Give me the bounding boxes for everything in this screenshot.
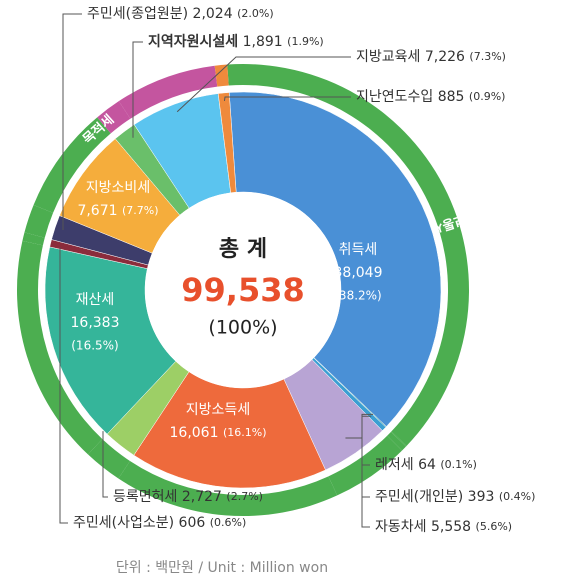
- slice-name: 지방소득세: [186, 402, 250, 418]
- segment-percent: (0.4%): [499, 490, 536, 503]
- outer-arc: [118, 461, 338, 516]
- segment-label: 지방교육세 7,226 (7.3%): [356, 49, 506, 65]
- segment-name: 레저세: [375, 457, 414, 473]
- segment-label: 주민세(종업원분) 2,024 (2.0%): [87, 6, 274, 22]
- segment-value: 393: [468, 489, 495, 505]
- outer-arc: [328, 435, 403, 496]
- slice-label: 7,671 (7.7%): [77, 203, 158, 219]
- center-circle: [145, 192, 341, 388]
- segment-label: 레저세 64 (0.1%): [375, 457, 477, 473]
- segment-percent: (2.0%): [237, 7, 274, 20]
- segment-label: 지역자원시설세 1,891 (1.9%): [148, 33, 324, 50]
- leader-line: [176, 56, 351, 113]
- leader-line: [223, 96, 351, 101]
- segment-value: 885: [438, 89, 465, 105]
- slice-name: 지방소비세: [86, 180, 150, 196]
- outer-arc: [22, 232, 45, 246]
- slice-percent: (16.5%): [71, 339, 118, 353]
- center-title: 총 계: [219, 237, 267, 262]
- segment-name: 지난연도수입: [356, 89, 433, 105]
- segment-percent: (1.9%): [287, 35, 324, 48]
- segment-percent: (2.7%): [226, 490, 263, 503]
- slice-percent: (16.1%): [223, 426, 267, 439]
- slice-label: 16,061 (16.1%): [170, 425, 267, 441]
- outer-arc: [33, 117, 111, 213]
- slice-value: 16,061: [170, 425, 219, 441]
- segment-label: 주민세(개인분) 393 (0.4%): [375, 489, 535, 505]
- slice-name: 재산세: [76, 292, 115, 308]
- segment-percent: (0.9%): [469, 90, 506, 103]
- outer-arc: [227, 63, 469, 446]
- segment-percent: (5.6%): [476, 520, 513, 533]
- slice-value: 38,049: [334, 265, 383, 281]
- leader-line: [59, 247, 68, 524]
- slice-value: 7,671: [77, 203, 117, 219]
- slice-percent: (7.7%): [122, 204, 159, 217]
- segment-name: 주민세(개인분): [375, 489, 463, 505]
- segment-name: 자동차세: [375, 519, 427, 535]
- segment-value: 7,226: [425, 49, 465, 65]
- outer-arc: [24, 205, 54, 238]
- leader-line: [132, 41, 143, 138]
- outer-arc: [87, 439, 130, 479]
- segment-value: 2,727: [182, 489, 222, 505]
- outer-arc: [387, 432, 406, 451]
- center-total: 99,538: [181, 271, 304, 309]
- leader-line: [102, 431, 108, 498]
- segment-name: 주민세(사업소분): [73, 515, 174, 531]
- outer-arc: [97, 101, 131, 134]
- leader-line: [62, 13, 82, 230]
- segment-name: 지역자원시설세: [148, 33, 238, 50]
- segment-value: 64: [418, 457, 436, 473]
- outer-arc: [390, 431, 407, 447]
- slice-value: 16,383: [71, 315, 120, 331]
- segment-percent: (0.6%): [210, 516, 247, 529]
- segment-name: 주민세(종업원분): [87, 6, 188, 22]
- outer-arc: [214, 64, 229, 87]
- slice-percent: (38.2%): [334, 289, 381, 303]
- segment-label: 등록면허세 2,727 (2.7%): [113, 489, 263, 505]
- segment-label: 자동차세 5,558 (5.6%): [375, 519, 512, 535]
- segment-label: 지난연도수입 885 (0.9%): [356, 89, 505, 105]
- segment-percent: (0.1%): [440, 458, 477, 471]
- segment-value: 5,558: [431, 519, 471, 535]
- center-percent: (100%): [208, 317, 277, 339]
- slice-name: 취득세: [339, 242, 378, 258]
- segment-label: 주민세(사업소분) 606 (0.6%): [73, 515, 246, 531]
- unit-note: 단위 : 백만원 / Unit : Million won: [116, 560, 328, 576]
- leader-line: [345, 437, 370, 528]
- segment-value: 1,891: [243, 34, 283, 50]
- segment-name: 등록면허세: [113, 489, 177, 505]
- segment-value: 606: [179, 515, 206, 531]
- outer-arc: [118, 65, 218, 119]
- segment-percent: (7.3%): [469, 50, 506, 63]
- segment-value: 2,024: [193, 6, 233, 22]
- segment-name: 지방교육세: [356, 49, 420, 65]
